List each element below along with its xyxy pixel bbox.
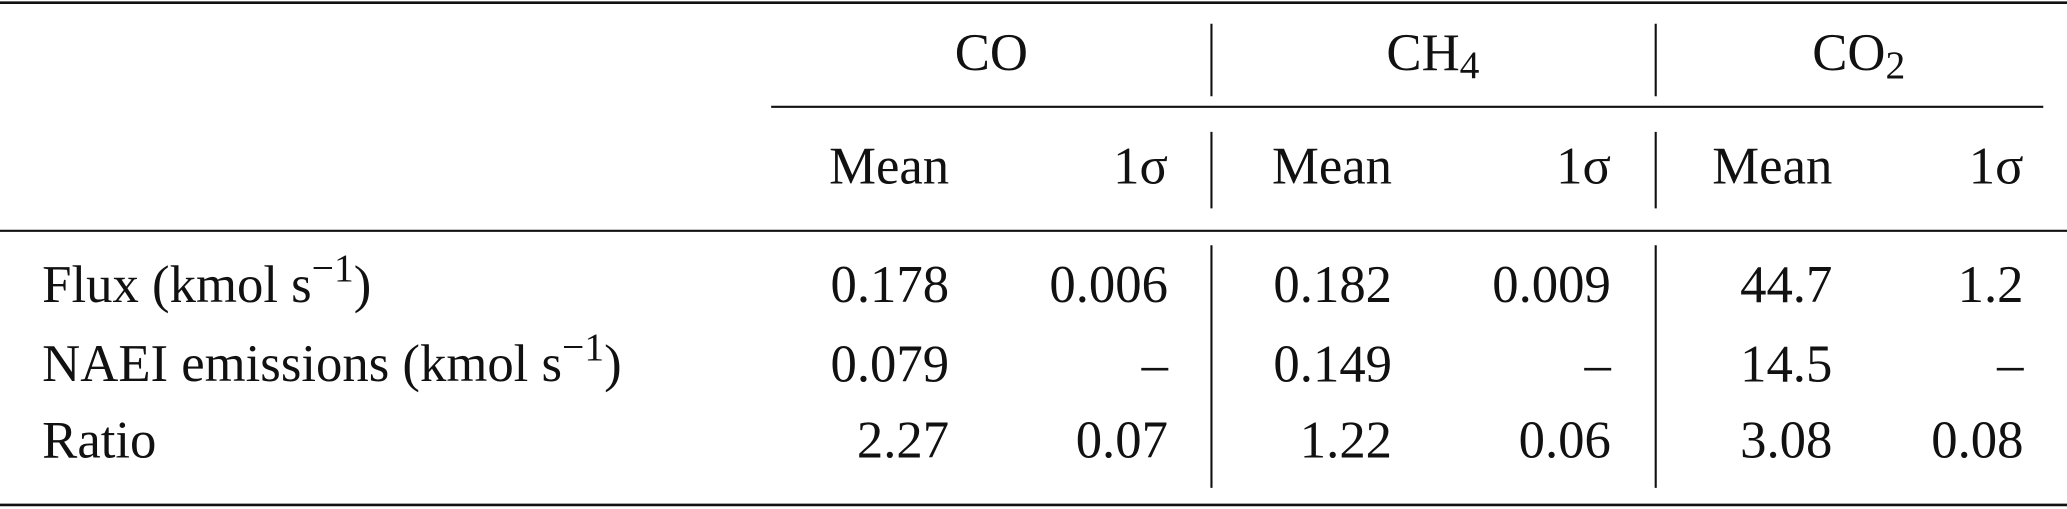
subscript: 4 <box>1460 43 1480 87</box>
text: ) <box>604 335 622 393</box>
cell: 0.07 <box>1076 412 1168 470</box>
cell: 1.22 <box>1300 412 1392 470</box>
column-header: 1σ <box>1556 138 1611 196</box>
column-header: Mean <box>1272 138 1392 196</box>
cell: 0.079 <box>831 335 950 393</box>
superscript: −1 <box>562 325 604 369</box>
text: Ratio <box>42 412 156 470</box>
cell: 0.009 <box>1492 256 1611 314</box>
cell: 0.06 <box>1519 412 1611 470</box>
cell: – <box>1141 335 1169 393</box>
text: NAEI emissions (kmol s <box>42 335 562 393</box>
cell: 1.2 <box>1958 256 2024 314</box>
cell: 0.006 <box>1049 256 1168 314</box>
row-label: Flux (kmol s−1) <box>42 246 371 314</box>
text: ) <box>354 256 372 314</box>
superscript: −1 <box>312 246 354 290</box>
text: Flux (kmol s <box>42 256 311 314</box>
group-header: CO2 <box>1812 24 1905 87</box>
subscript: 2 <box>1885 43 1905 87</box>
cell: 14.5 <box>1740 335 1832 393</box>
group-header: CH4 <box>1386 24 1479 87</box>
column-header: Mean <box>1712 138 1832 196</box>
cell: 0.08 <box>1931 412 2023 470</box>
cell: 0.178 <box>831 256 950 314</box>
column-header: 1σ <box>1969 138 2024 196</box>
text: CH <box>1386 24 1459 82</box>
cell: – <box>1996 335 2024 393</box>
cell: 2.27 <box>857 412 949 470</box>
column-header: Mean <box>829 138 949 196</box>
column-header: 1σ <box>1113 138 1168 196</box>
cell: 3.08 <box>1740 412 1832 470</box>
cell: – <box>1584 335 1612 393</box>
row-label: NAEI emissions (kmol s−1) <box>42 325 621 393</box>
cell: 44.7 <box>1740 256 1832 314</box>
text: CO <box>1812 24 1885 82</box>
column-separators <box>1210 23 1657 488</box>
row-label: Ratio <box>42 412 156 470</box>
cell: 0.182 <box>1273 256 1392 314</box>
cell: 0.149 <box>1273 335 1392 393</box>
group-header: CO <box>955 24 1028 82</box>
text: CO <box>955 24 1028 82</box>
